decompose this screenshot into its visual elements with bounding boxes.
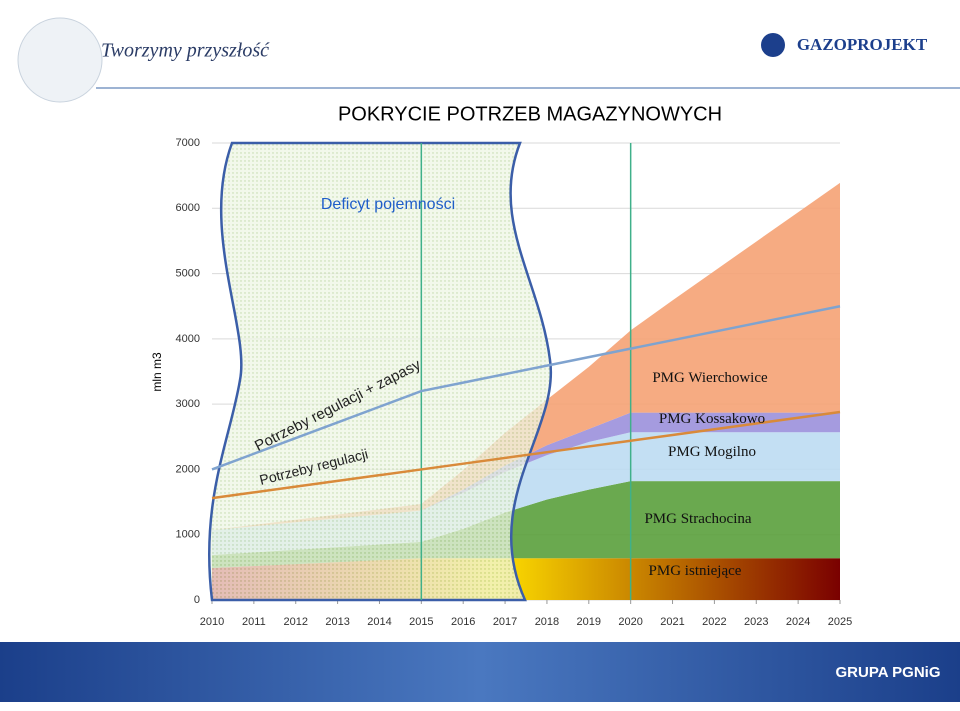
x-tick-label: 2023 [744, 616, 768, 628]
x-tick-label: 2012 [283, 616, 307, 628]
y-tick-label: 6000 [176, 202, 200, 214]
series-label: PMG Wierchowice [652, 370, 768, 386]
line [211, 304, 841, 471]
series-label: PMG Strachocina [644, 511, 752, 527]
x-tick-label: 2020 [618, 616, 642, 628]
y-tick-label: 2000 [176, 463, 200, 475]
y-tick-label: 5000 [176, 267, 200, 279]
x-tick-label: 2022 [702, 616, 726, 628]
series-label: PMG Mogilno [668, 444, 756, 460]
footer-band [0, 642, 960, 702]
y-axis-label: mln m3 [150, 352, 164, 392]
globe-logo [17, 17, 103, 103]
y-tick-label: 4000 [176, 333, 200, 345]
x-tick-label: 2018 [535, 616, 559, 628]
x-tick-label: 2024 [786, 616, 810, 628]
x-tick-label: 2014 [367, 616, 391, 628]
chart-title: POKRYCIE POTRZEB MAGAZYNOWYCH [338, 103, 722, 125]
x-tick-label: 2011 [242, 616, 266, 628]
y-tick-label: 1000 [176, 529, 200, 541]
x-tick-label: 2016 [451, 616, 475, 628]
x-tick-label: 2017 [493, 616, 517, 628]
slogan: Tworzymy przyszłość [101, 40, 270, 62]
x-tick-label: 2010 [200, 616, 224, 628]
x-tick-label: 2015 [409, 616, 433, 628]
x-tick-label: 2025 [828, 616, 852, 628]
area [212, 412, 840, 531]
series-label: PMG Kossakowo [658, 411, 766, 427]
line [211, 410, 841, 500]
y-tick-label: 3000 [176, 398, 200, 410]
series-label: PMG istniejące [648, 563, 742, 579]
plot: 0 1000 2000 3000 4000 5000 6000 7000 2010 2011 201… [176, 137, 853, 628]
footer-logo: GRUPA PGNiG [835, 664, 940, 681]
x-tick-label: 2013 [325, 616, 349, 628]
area [212, 182, 840, 531]
y-tick-label: 0 [194, 594, 200, 606]
company-logo: GAZOPROJEKT [797, 35, 928, 54]
x-tick-label: 2019 [577, 616, 601, 628]
annotation: Deficyt pojemności [321, 196, 455, 213]
company-mark [761, 33, 785, 57]
x-tick-label: 2021 [660, 616, 684, 628]
y-tick-label: 7000 [176, 137, 200, 149]
